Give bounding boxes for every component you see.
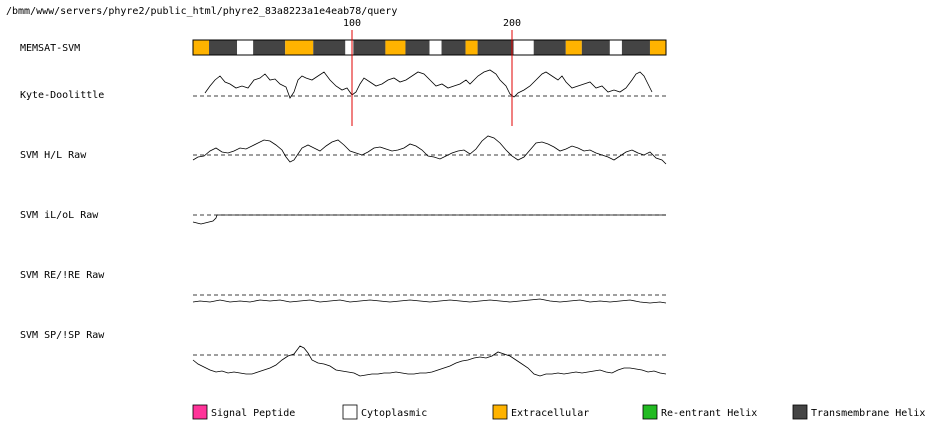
topology-segment-helix	[533, 40, 566, 55]
topology-segment-cytoplasmic	[513, 40, 534, 55]
topology-segment-helix	[313, 40, 346, 55]
topology-segment-helix	[405, 40, 430, 55]
track-label-svm-re: SVM RE/!RE Raw	[20, 270, 105, 281]
legend-label-cytoplasmic: Cytoplasmic	[361, 408, 427, 419]
topology-segment-helix	[353, 40, 386, 55]
legend-swatch-reentrant-helix	[642, 404, 658, 420]
topology-bar-outline	[192, 39, 667, 56]
topology-segment-extracellular	[385, 40, 406, 55]
topology-segment-cytoplasmic	[609, 40, 622, 55]
legend-label-reentrant-helix: Re-entrant Helix	[661, 408, 757, 419]
svm-hl-trace	[192, 135, 667, 165]
topology-segment-extracellular	[193, 40, 210, 55]
topology-segment-helix	[477, 40, 514, 55]
topology-segment-extracellular	[649, 40, 666, 55]
svm-re-trace	[192, 298, 667, 304]
legend-swatch-transmembrane-helix	[792, 404, 808, 420]
topology-segment-helix	[253, 40, 286, 55]
topology-segment-cytoplasmic	[429, 40, 442, 55]
topology-bar	[192, 39, 667, 56]
svm-ilol-trace	[192, 214, 666, 225]
legend-label-transmembrane-helix: Transmembrane Helix	[811, 408, 925, 419]
track-label-svm-hl: SVM H/L Raw	[20, 150, 87, 161]
topology-segment-extracellular	[565, 40, 582, 55]
topology-segment-extracellular	[465, 40, 478, 55]
track-label-svm-sp: SVM SP/!SP Raw	[20, 330, 105, 341]
ruler-tick-100: 100	[343, 18, 361, 29]
track-label-svm-ilol: SVM iL/oL Raw	[20, 210, 99, 221]
topology-segment-cytoplasmic	[345, 40, 354, 55]
query-path: /bmm/www/servers/phyre2/public_html/phyr…	[6, 6, 397, 17]
topology-segment-helix	[441, 40, 466, 55]
topology-segment-helix	[621, 40, 650, 55]
legend-label-signal-peptide: Signal Peptide	[211, 408, 295, 419]
track-label-memsat: MEMSAT-SVM	[20, 43, 80, 54]
legend-label-extracellular: Extracellular	[511, 408, 589, 419]
kyte-doolittle-trace	[204, 69, 653, 99]
svm-sp-trace	[192, 345, 667, 377]
track-label-kyte-doolittle: Kyte-Doolittle	[20, 90, 104, 101]
legend-swatch-signal-peptide	[192, 404, 208, 420]
legend-swatch-cytoplasmic	[342, 404, 358, 420]
topology-segment-helix	[581, 40, 610, 55]
legend-swatch-extracellular	[492, 404, 508, 420]
topology-segment-helix	[209, 40, 238, 55]
ruler-tick-200: 200	[503, 18, 521, 29]
topology-segment-extracellular	[285, 40, 314, 55]
topology-segment-cytoplasmic	[237, 40, 254, 55]
